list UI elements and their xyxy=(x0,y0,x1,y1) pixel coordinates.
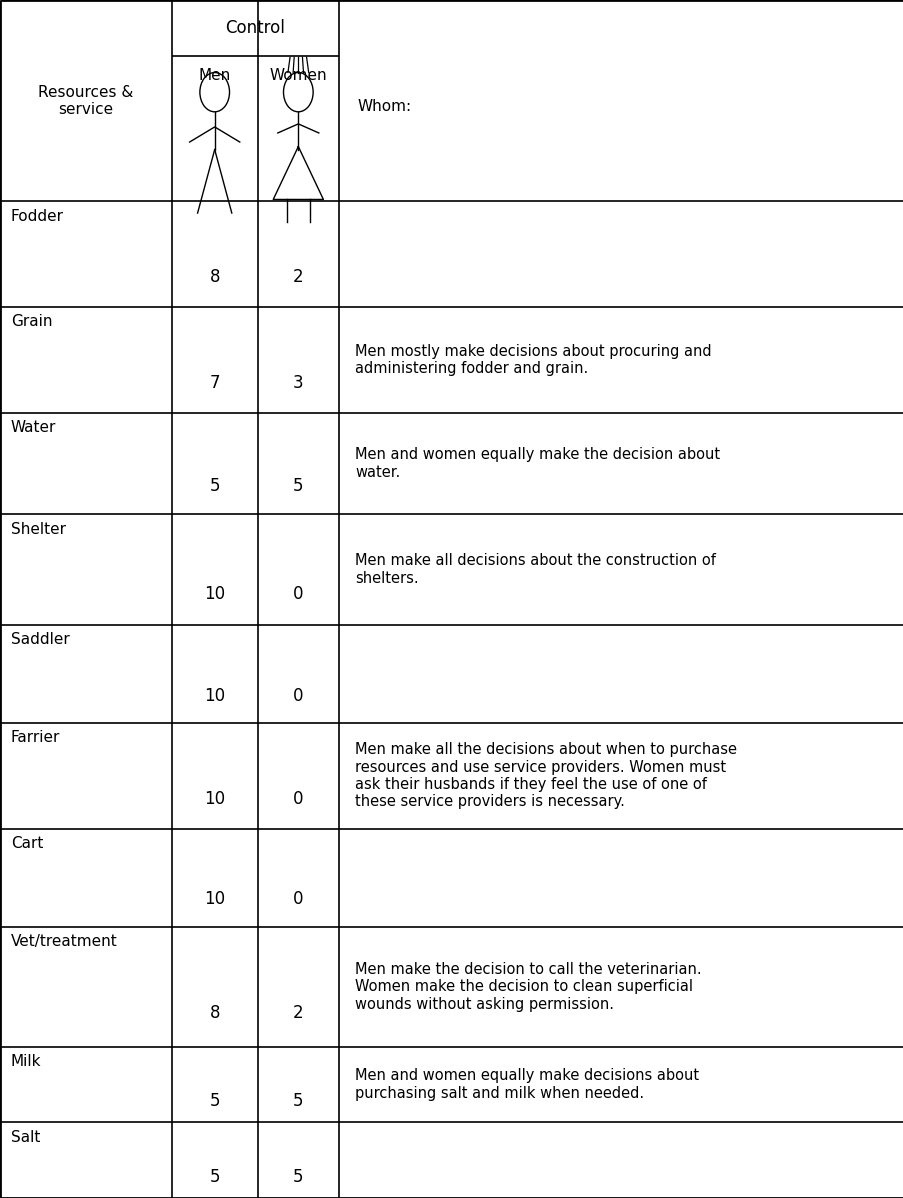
Text: Water: Water xyxy=(11,419,56,435)
Text: 10: 10 xyxy=(204,791,225,809)
Text: 2: 2 xyxy=(293,268,303,286)
Text: 3: 3 xyxy=(293,374,303,392)
Text: Cart: Cart xyxy=(11,836,43,851)
Text: 5: 5 xyxy=(209,477,219,495)
Text: 0: 0 xyxy=(293,890,303,908)
Text: 5: 5 xyxy=(209,1168,219,1186)
Text: Shelter: Shelter xyxy=(11,521,66,537)
Text: 5: 5 xyxy=(293,477,303,495)
Text: 2: 2 xyxy=(293,1004,303,1022)
Text: Resources &
service: Resources & service xyxy=(38,85,134,117)
Text: Saddler: Saddler xyxy=(11,633,70,647)
Text: Milk: Milk xyxy=(11,1054,42,1069)
Text: 0: 0 xyxy=(293,686,303,704)
Text: Men mostly make decisions about procuring and
administering fodder and grain.: Men mostly make decisions about procurin… xyxy=(355,344,711,376)
Text: 0: 0 xyxy=(293,585,303,603)
Text: Grain: Grain xyxy=(11,314,52,329)
Text: Women: Women xyxy=(269,68,327,84)
Text: Fodder: Fodder xyxy=(11,208,64,224)
Text: Farrier: Farrier xyxy=(11,731,61,745)
Text: 8: 8 xyxy=(209,268,219,286)
Text: 10: 10 xyxy=(204,585,225,603)
Text: 7: 7 xyxy=(209,374,219,392)
Text: 10: 10 xyxy=(204,890,225,908)
Text: 5: 5 xyxy=(293,1093,303,1111)
Text: Men make all the decisions about when to purchase
resources and use service prov: Men make all the decisions about when to… xyxy=(355,743,737,810)
Text: Men: Men xyxy=(199,68,230,84)
Text: Vet/treatment: Vet/treatment xyxy=(11,934,117,949)
Text: 0: 0 xyxy=(293,791,303,809)
Text: 8: 8 xyxy=(209,1004,219,1022)
Text: 5: 5 xyxy=(293,1168,303,1186)
Text: Men make the decision to call the veterinarian.
Women make the decision to clean: Men make the decision to call the veteri… xyxy=(355,962,701,1012)
Text: Men make all decisions about the construction of
shelters.: Men make all decisions about the constru… xyxy=(355,553,715,586)
Text: Whom:: Whom: xyxy=(357,99,411,114)
Text: Control: Control xyxy=(225,19,285,37)
Text: Salt: Salt xyxy=(11,1130,40,1144)
Text: Men and women equally make decisions about
purchasing salt and milk when needed.: Men and women equally make decisions abo… xyxy=(355,1069,699,1101)
Text: Men and women equally make the decision about
water.: Men and women equally make the decision … xyxy=(355,447,720,479)
Text: 10: 10 xyxy=(204,686,225,704)
Text: 5: 5 xyxy=(209,1093,219,1111)
